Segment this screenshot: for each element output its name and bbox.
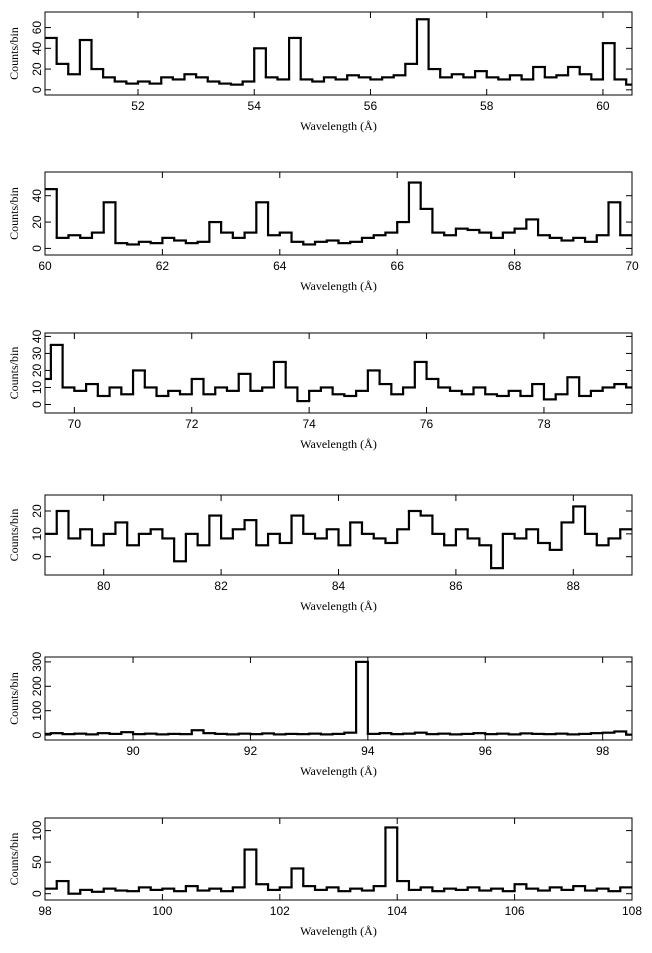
series (45, 18, 632, 86)
x-tick-label: 76 (420, 417, 434, 431)
plot-frame (44, 11, 633, 96)
y-tick-label: 0 (30, 86, 44, 93)
y-tick-label: 0 (30, 245, 44, 252)
y-tick-label: 50 (30, 855, 44, 869)
x-tick-label: 88 (567, 579, 581, 593)
y-tick-label: 0 (30, 553, 44, 560)
x-axis-label: Wavelength (Å) (300, 764, 377, 778)
plot-frame (44, 656, 633, 741)
y-tick-label: 20 (30, 62, 44, 76)
y-tick-label: 40 (30, 329, 44, 343)
plot-frame (44, 332, 633, 414)
x-tick-label: 56 (364, 99, 378, 113)
y-axis-label: Counts/bin (7, 27, 21, 80)
y-tick-label: 100 (30, 700, 44, 720)
plot-frame (44, 171, 633, 256)
x-tick-label: 74 (302, 417, 316, 431)
x-tick-label: 96 (479, 744, 493, 758)
y-tick-label: 20 (30, 363, 44, 377)
x-tick-label: 90 (126, 744, 140, 758)
plot-frame (44, 494, 633, 576)
y-tick-label: 10 (30, 527, 44, 541)
series (45, 505, 632, 570)
x-tick-label: 92 (244, 744, 258, 758)
plot-frame (44, 817, 633, 901)
series (45, 660, 632, 736)
y-axis-label: Counts/bin (7, 509, 21, 562)
x-tick-label: 62 (156, 259, 170, 273)
x-tick-label: 82 (214, 579, 228, 593)
y-tick-label: 0 (30, 890, 44, 897)
y-tick-label: 30 (30, 346, 44, 360)
y-axis-label: Counts/bin (7, 347, 21, 400)
y-axis-label: Counts/bin (7, 833, 21, 886)
y-tick-label: 40 (30, 41, 44, 55)
x-axis-label: Wavelength (Å) (300, 599, 377, 613)
x-tick-label: 86 (449, 579, 463, 593)
x-axis-label: Wavelength (Å) (300, 437, 377, 451)
series (45, 181, 632, 246)
x-tick-label: 60 (38, 259, 52, 273)
x-tick-label: 98 (596, 744, 610, 758)
x-tick-label: 80 (97, 579, 111, 593)
y-tick-label: 40 (30, 189, 44, 203)
x-tick-label: 68 (508, 259, 522, 273)
x-tick-label: 72 (185, 417, 199, 431)
x-tick-label: 52 (131, 99, 145, 113)
y-tick-label: 0 (30, 401, 44, 408)
x-tick-label: 108 (622, 904, 642, 918)
series (45, 826, 632, 895)
x-tick-label: 66 (391, 259, 405, 273)
y-axis-label: Counts/bin (7, 672, 21, 725)
x-tick-label: 64 (273, 259, 287, 273)
x-tick-label: 70 (68, 417, 82, 431)
y-tick-label: 200 (30, 676, 44, 696)
y-tick-label: 60 (30, 21, 44, 35)
y-tick-label: 10 (30, 380, 44, 394)
y-tick-label: 20 (30, 215, 44, 229)
x-tick-label: 54 (248, 99, 262, 113)
x-tick-label: 98 (38, 904, 52, 918)
x-tick-label: 104 (387, 904, 407, 918)
series (45, 343, 632, 403)
x-tick-label: 70 (625, 259, 639, 273)
x-tick-label: 84 (332, 579, 346, 593)
x-axis-label: Wavelength (Å) (300, 924, 377, 938)
x-axis-label: Wavelength (Å) (300, 119, 377, 133)
x-tick-label: 102 (270, 904, 290, 918)
x-tick-label: 106 (505, 904, 525, 918)
y-tick-label: 300 (30, 652, 44, 672)
x-axis-label: Wavelength (Å) (300, 279, 377, 293)
y-axis-label: Counts/bin (7, 187, 21, 240)
x-tick-label: 60 (596, 99, 610, 113)
x-tick-label: 94 (361, 744, 375, 758)
y-tick-label: 0 (30, 731, 44, 738)
y-tick-label: 100 (30, 820, 44, 840)
x-tick-label: 100 (152, 904, 172, 918)
x-tick-label: 78 (537, 417, 551, 431)
y-tick-label: 20 (30, 504, 44, 518)
x-tick-label: 58 (480, 99, 494, 113)
